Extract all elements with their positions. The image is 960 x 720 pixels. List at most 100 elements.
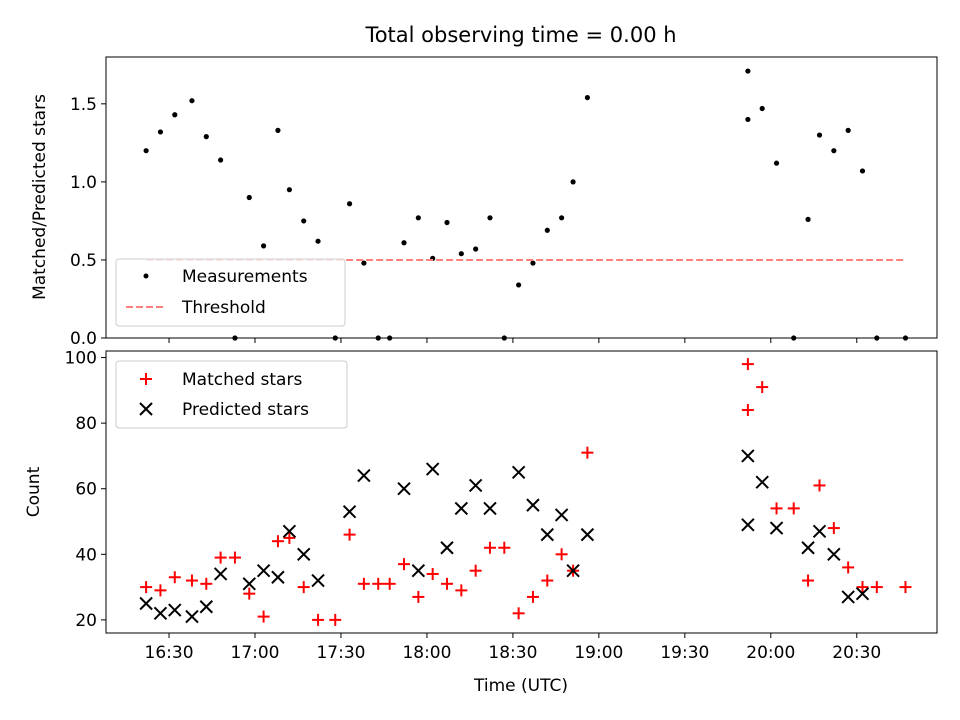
data-point: [483, 501, 497, 516]
data-point: [530, 260, 536, 266]
legend-marker-measurements: [143, 273, 149, 279]
x-axis-label: Time (UTC): [473, 676, 568, 696]
data-point: [570, 179, 576, 185]
data-point: [329, 613, 342, 626]
top-axes-frame: [105, 56, 938, 339]
data-point: [581, 446, 594, 459]
data-point: [741, 449, 755, 463]
data-point: [213, 567, 228, 581]
data-point: [842, 561, 855, 574]
data-point: [741, 404, 754, 417]
y-tick-label: 100: [65, 349, 97, 369]
data-point: [271, 535, 284, 548]
data-point: [899, 581, 912, 594]
data-point: [511, 465, 526, 480]
data-point: [791, 335, 797, 341]
data-point: [357, 468, 371, 483]
data-point: [859, 168, 866, 174]
data-point: [512, 607, 525, 620]
data-point: [455, 584, 468, 597]
top-y-ticks: 0.0 0.5 1.0 1.5: [70, 95, 106, 349]
data-point: [468, 478, 483, 493]
data-point: [473, 246, 479, 252]
y-tick-label: 1.5: [70, 95, 97, 115]
data-point: [487, 215, 493, 221]
data-point: [297, 547, 311, 562]
data-point: [773, 160, 780, 166]
data-point: [874, 335, 880, 341]
data-point: [554, 508, 569, 522]
data-point: [483, 541, 496, 554]
top-x-ticks: [168, 338, 858, 343]
x-tick-label: 19:30: [660, 643, 709, 663]
data-point: [228, 551, 241, 564]
data-point: [540, 527, 554, 542]
data-point: [397, 482, 411, 496]
bottom-series-layer: [139, 358, 912, 626]
data-point: [271, 570, 285, 584]
data-point: [346, 201, 353, 207]
data-point: [157, 129, 164, 135]
bottom-legend: Matched stars Predicted stars: [115, 360, 348, 429]
data-point: [426, 567, 439, 580]
data-point: [312, 613, 325, 626]
data-point: [501, 335, 507, 341]
bottom-panel: 20 40 60 80 100 16:30 17:00 17:30 18:00 18:30 19:…: [24, 349, 938, 696]
data-point: [544, 227, 550, 233]
data-point: [242, 577, 256, 591]
data-point: [143, 148, 149, 154]
data-point: [516, 282, 522, 288]
data-point: [440, 541, 454, 555]
x-tick-label: 20:00: [746, 643, 795, 663]
data-point: [282, 524, 297, 539]
data-point: [153, 606, 168, 621]
data-point: [831, 148, 837, 154]
data-point: [469, 564, 482, 577]
data-point: [870, 581, 883, 594]
bottom-x-ticks: 16:30 17:00 17:30 18:00 18:30 19:00 19:30 20:00…: [145, 633, 881, 663]
legend-label-matched-stars: Matched stars: [182, 370, 302, 390]
data-point: [745, 68, 751, 74]
data-point: [411, 563, 426, 578]
data-point: [199, 600, 214, 614]
data-point: [185, 609, 199, 624]
data-point: [827, 522, 840, 535]
series-matched-stars: [140, 358, 912, 626]
data-point: [398, 558, 411, 571]
data-point: [357, 577, 370, 590]
series-measurements: [143, 68, 909, 341]
data-point: [257, 610, 270, 623]
data-point: [902, 335, 909, 341]
top-y-axis-label: Matched/Predicted stars: [30, 94, 50, 300]
data-point: [189, 98, 195, 104]
data-point: [770, 502, 783, 515]
data-point: [802, 574, 815, 587]
y-tick-label: 20: [75, 611, 97, 631]
data-point: [415, 215, 421, 221]
data-point: [755, 475, 769, 489]
data-point: [555, 548, 568, 561]
data-point: [243, 587, 256, 600]
data-point: [498, 541, 511, 554]
data-point: [315, 238, 321, 244]
data-point: [218, 157, 224, 163]
data-point: [246, 194, 252, 201]
data-point: [741, 518, 755, 532]
data-point: [383, 577, 396, 590]
data-point: [172, 112, 178, 118]
data-point: [584, 94, 591, 101]
y-tick-label: 0.5: [70, 251, 97, 271]
x-tick-label: 16:30: [145, 643, 194, 663]
data-point: [140, 581, 153, 594]
data-point: [297, 581, 310, 594]
data-point: [203, 134, 209, 140]
data-point: [283, 531, 296, 544]
data-point: [401, 240, 407, 246]
data-point: [168, 603, 182, 617]
data-point: [526, 498, 540, 512]
data-point: [541, 574, 554, 587]
data-point: [343, 528, 356, 541]
data-point: [440, 577, 453, 590]
data-point: [214, 551, 227, 564]
data-point: [855, 586, 870, 601]
